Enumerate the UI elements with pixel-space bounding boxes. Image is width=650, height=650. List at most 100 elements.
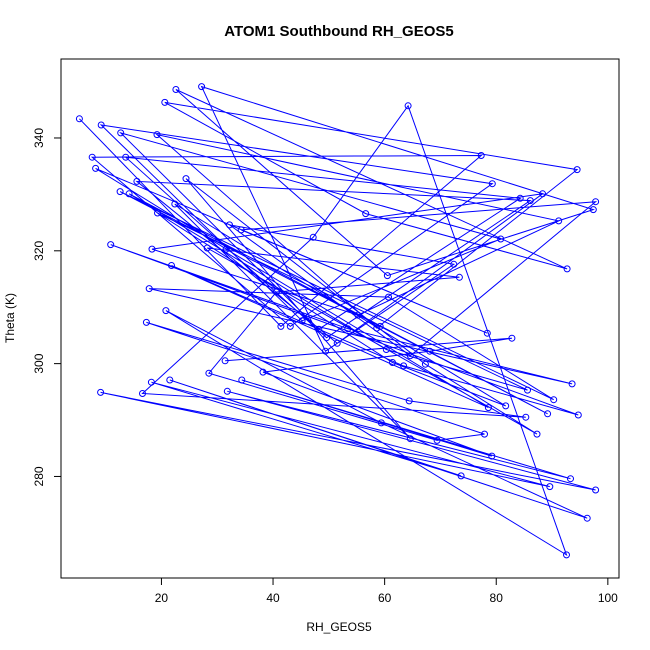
data-point [161,98,169,106]
data-point [568,380,576,388]
data-point [237,226,245,234]
data-point [405,397,413,405]
y-axis: 280 300 320 340 [32,128,62,486]
data-point [344,325,352,333]
data-point [477,152,485,159]
data-point [97,388,105,396]
x-tick-label: 80 [490,591,504,605]
data-point [526,197,534,205]
data-point [259,368,267,376]
data-point [455,273,463,281]
data-point [147,378,155,386]
data-point [563,551,570,559]
data-point [574,411,582,419]
data-point [226,221,233,229]
data-point [481,430,488,438]
data-point [383,272,391,280]
data-point [539,190,547,198]
data-point [153,131,161,139]
data-point [323,334,331,342]
chart-title: ATOM1 Southbound RH_GEOS5 [224,23,453,40]
data-point [162,307,170,315]
data-point [567,475,574,483]
x-tick-label: 60 [378,591,392,605]
y-tick-label: 340 [32,128,46,148]
data-point [133,177,141,185]
data-point [483,329,491,337]
data-point [555,217,563,225]
data-point [333,339,341,347]
data-point [315,325,323,333]
y-axis-label: Theta (K) [3,293,17,343]
data-point [592,486,600,494]
data-point [75,115,83,123]
data-point [222,245,230,253]
data-point [171,200,179,208]
data-point [546,483,554,491]
data-point [221,357,229,365]
data-point [139,390,146,397]
data-point [107,241,115,249]
data-point [272,288,280,296]
data-point [238,376,246,384]
data-point [484,404,492,412]
data-point [182,175,190,183]
data-point [382,346,390,353]
data-point [433,436,441,444]
y-tick-label: 300 [32,353,46,373]
data-point [354,311,362,319]
data-point [97,121,105,129]
y-tick-label: 280 [32,466,46,486]
data-point [404,102,412,110]
x-axis-label: RH_GEOS5 [306,620,372,634]
data-point [589,206,597,214]
x-tick-label: 40 [266,591,280,605]
data-point [116,188,124,196]
data-point [502,402,510,410]
data-point [406,352,414,360]
data-point [92,164,100,172]
data-point [166,376,174,384]
data-point [550,396,558,404]
data-point [488,452,496,460]
data-point [286,322,294,330]
series-line [79,85,598,557]
data-point [544,410,552,418]
data-point [223,387,231,395]
data-point [198,83,206,91]
data-point [168,262,175,269]
data-point [533,430,541,438]
x-tick-label: 100 [598,591,618,605]
data-point [377,419,385,427]
data-point [309,233,317,241]
data-point [522,413,530,421]
data-point [172,86,180,93]
plot-frame [60,58,620,579]
data-point [117,129,125,137]
data-point [148,245,156,253]
data-point [592,198,600,206]
data-point [516,194,524,202]
data-point [488,180,496,188]
data-point [406,435,414,443]
data-point [298,317,306,325]
data-point [145,285,153,293]
data-point [583,514,591,522]
data-point [373,324,381,332]
data-point [88,153,96,161]
data-point [122,153,130,161]
data-point [125,190,133,198]
data-point [362,210,370,218]
data-point [389,359,396,366]
data-point [154,209,161,217]
series-group [75,83,600,559]
data-point [322,347,329,355]
data-point [450,260,458,268]
data-point [385,293,392,301]
data-point [457,472,465,480]
data-point [203,244,211,252]
x-axis: 20 40 60 80 100 [155,577,618,605]
x-tick-label: 20 [155,591,169,605]
data-point [421,360,429,368]
